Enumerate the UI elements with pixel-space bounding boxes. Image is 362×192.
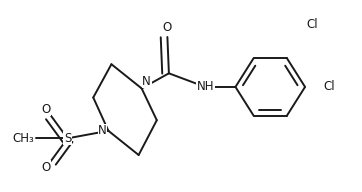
Text: Cl: Cl — [307, 18, 318, 31]
Text: N: N — [98, 124, 107, 137]
Text: N: N — [142, 75, 151, 88]
Text: Cl: Cl — [323, 80, 335, 94]
Text: O: O — [163, 21, 172, 34]
Text: O: O — [42, 103, 51, 116]
Text: S: S — [64, 132, 71, 145]
Text: O: O — [42, 161, 51, 174]
Text: NH: NH — [197, 80, 214, 94]
Text: CH₃: CH₃ — [13, 132, 34, 145]
